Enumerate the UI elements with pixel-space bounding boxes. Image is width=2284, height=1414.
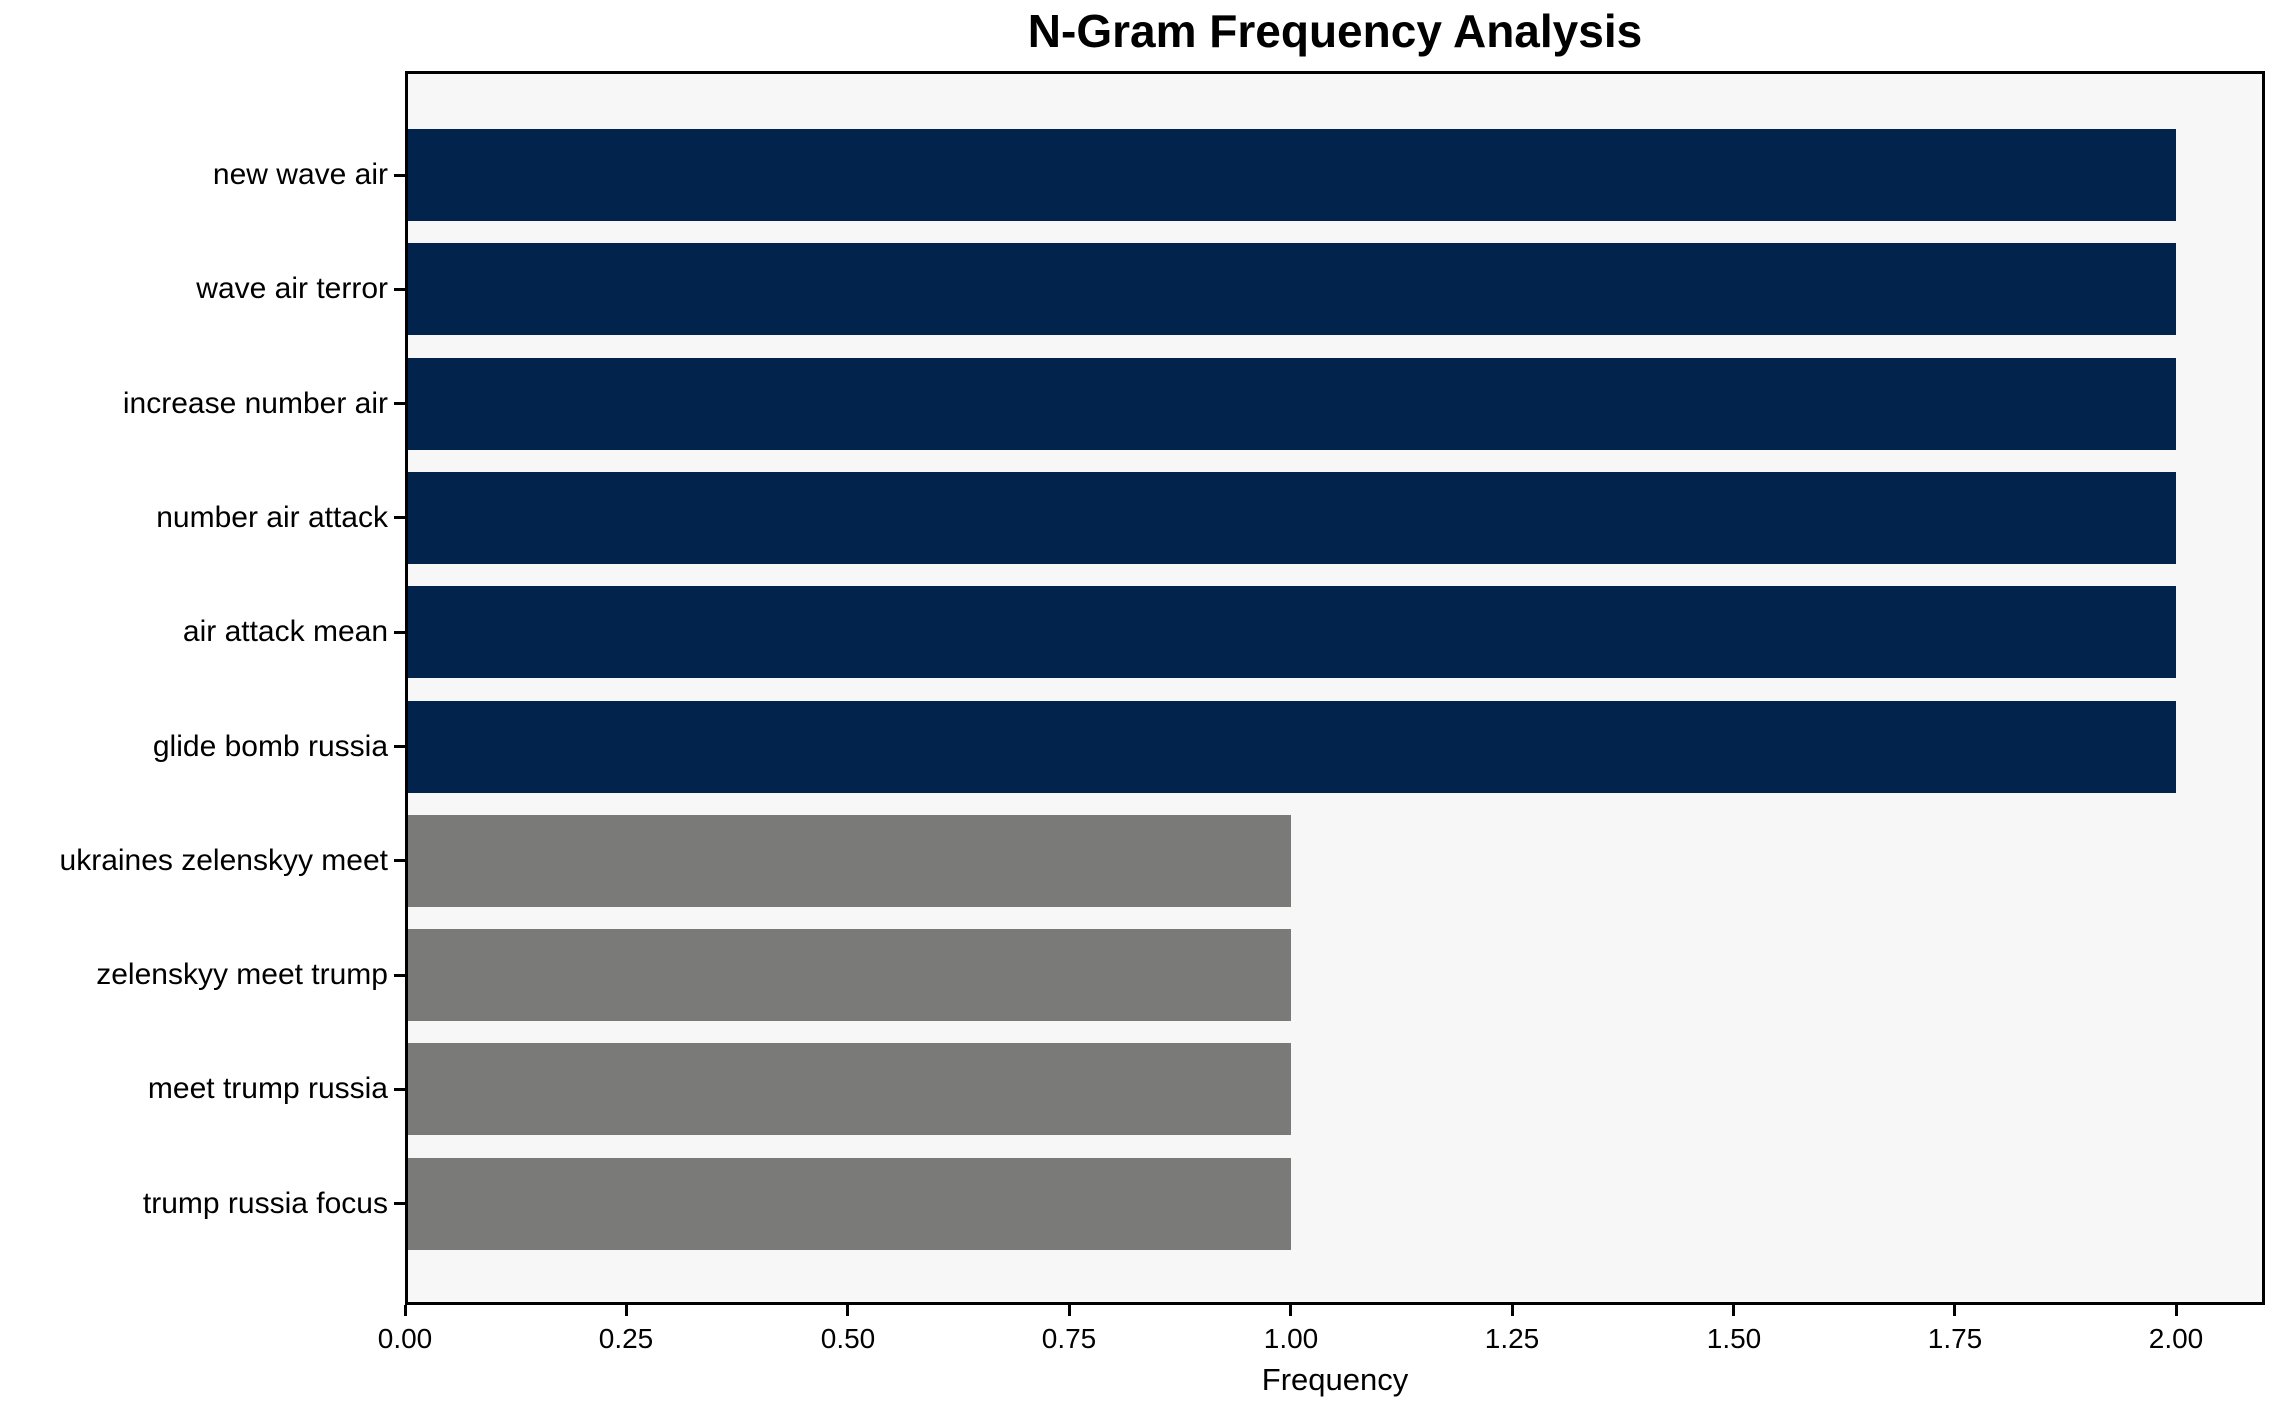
y-tick-label: zelenskyy meet trump (96, 958, 388, 991)
y-tick-mark (394, 745, 405, 748)
y-tick-mark (394, 631, 405, 634)
x-tick-label: 1.00 (1263, 1323, 1319, 1354)
x-tick-label: 0.75 (1041, 1323, 1097, 1354)
bar-wave-air-terror (405, 243, 2176, 335)
bar-trump-russia-focus (405, 1158, 1291, 1250)
x-tick-mark (1953, 1305, 1956, 1316)
y-tick-label: trump russia focus (142, 1187, 388, 1220)
y-tick-label: increase number air (122, 387, 388, 420)
bar-glide-bomb-russia (405, 701, 2176, 793)
x-tick-label: 1.75 (1927, 1323, 1983, 1354)
bar-meet-trump-russia (405, 1043, 1291, 1135)
x-tick-mark (846, 1305, 849, 1316)
bar-zelenskyy-meet-trump (405, 929, 1291, 1021)
x-tick-mark (1511, 1305, 1514, 1316)
y-tick-mark (394, 974, 405, 977)
y-tick-mark (394, 402, 405, 405)
chart-title: N-Gram Frequency Analysis (1027, 5, 1643, 57)
x-tick-mark (625, 1305, 628, 1316)
bar-ukraines-zelenskyy-meet (405, 815, 1291, 907)
bar-increase-number-air (405, 358, 2176, 450)
x-tick-mark (404, 1305, 407, 1316)
y-tick-label: air attack mean (182, 615, 388, 648)
x-tick-mark (1732, 1305, 1735, 1316)
y-tick-mark (394, 288, 405, 291)
x-tick-label: 1.25 (1484, 1323, 1540, 1354)
y-tick-label: wave air terror (196, 272, 388, 305)
x-tick-label: 0.00 (377, 1323, 433, 1354)
y-tick-mark (394, 859, 405, 862)
y-tick-mark (394, 174, 405, 177)
x-tick-mark (2175, 1305, 2178, 1316)
x-tick-label: 0.50 (820, 1323, 876, 1354)
y-tick-label: ukraines zelenskyy meet (59, 844, 388, 877)
y-tick-label: glide bomb russia (152, 730, 388, 763)
y-tick-mark (394, 1202, 405, 1205)
x-tick-label: 0.25 (598, 1323, 654, 1354)
plot-area (405, 71, 2265, 1305)
x-axis-label: Frequency (1261, 1362, 1409, 1397)
y-tick-label: new wave air (212, 158, 388, 191)
y-tick-mark (394, 516, 405, 519)
bar-new-wave-air (405, 129, 2176, 221)
x-tick-mark (1289, 1305, 1292, 1316)
y-tick-label: number air attack (156, 501, 388, 534)
y-tick-label: meet trump russia (147, 1072, 388, 1105)
bar-number-air-attack (405, 472, 2176, 564)
x-tick-mark (1068, 1305, 1071, 1316)
x-tick-label: 2.00 (2148, 1323, 2204, 1354)
y-tick-mark (394, 1088, 405, 1091)
bar-air-attack-mean (405, 586, 2176, 678)
x-tick-label: 1.50 (1706, 1323, 1762, 1354)
